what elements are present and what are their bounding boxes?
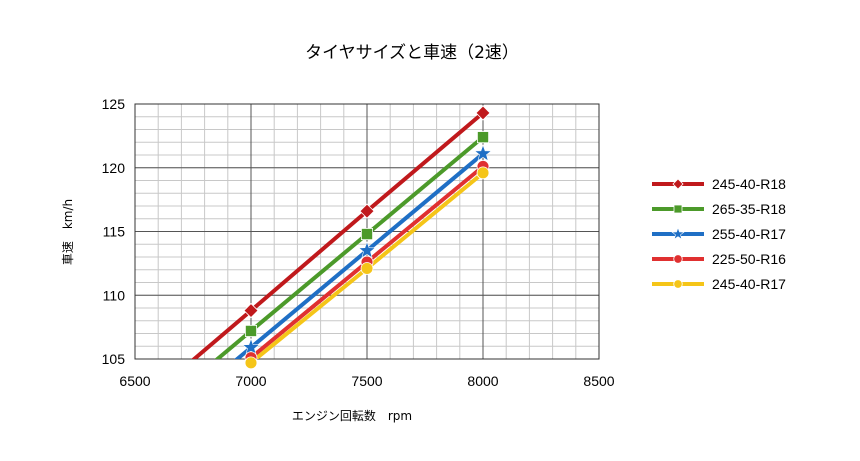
y-tick-label: 110 xyxy=(103,287,126,303)
data-point xyxy=(473,144,493,162)
chart-title: タイヤサイズと車速（2速） xyxy=(305,43,519,63)
data-point xyxy=(244,324,257,337)
y-tick-label: 115 xyxy=(103,224,126,240)
legend-marker xyxy=(671,226,685,240)
data-point xyxy=(359,203,375,219)
data-point xyxy=(475,105,491,121)
data-point xyxy=(244,356,258,370)
y-tick-label: 125 xyxy=(102,96,126,112)
legend-marker xyxy=(673,254,683,264)
x-tick-label: 8500 xyxy=(583,373,614,389)
legend-entry: 245-40-R18 xyxy=(652,176,786,192)
data-point xyxy=(357,241,377,259)
series-lines xyxy=(191,111,485,359)
legend-marker xyxy=(672,178,684,190)
legend: 245-40-R18 265-35-R18 255-40-R17 225-50-R16… xyxy=(652,176,786,292)
legend-label: 255-40-R17 xyxy=(712,226,786,242)
data-point xyxy=(476,131,489,144)
legend-marker xyxy=(673,279,683,289)
y-axis-label: 車速 km/h xyxy=(61,199,75,265)
series-line-2 xyxy=(234,152,485,359)
x-tick-label: 8000 xyxy=(467,373,498,389)
legend-marker xyxy=(673,204,683,214)
legend-entry: 225-50-R16 xyxy=(652,251,786,267)
legend-label: 225-50-R16 xyxy=(712,251,786,267)
series-line-4 xyxy=(252,171,485,359)
legend-label: 245-40-R18 xyxy=(712,176,786,192)
axes: 6500 7000 7500 8000 8500 105 110 115 120 125 xyxy=(102,96,615,389)
data-point xyxy=(360,262,374,275)
data-point xyxy=(241,337,261,356)
data-point xyxy=(360,228,373,241)
legend-entry: 265-35-R18 xyxy=(652,201,786,217)
data-point xyxy=(243,302,259,319)
x-tick-label: 7500 xyxy=(351,373,382,389)
series-line-0 xyxy=(191,111,485,359)
plot-border xyxy=(134,103,600,360)
series-line-1 xyxy=(214,135,485,359)
y-tick-label: 120 xyxy=(102,160,126,176)
legend-entry: 245-40-R17 xyxy=(652,276,786,292)
legend-label: 245-40-R17 xyxy=(712,276,786,292)
x-tick-label: 7000 xyxy=(235,373,266,389)
legend-label: 265-35-R18 xyxy=(712,201,786,217)
series-markers xyxy=(241,105,493,370)
x-axis-label: エンジン回転数 rpm xyxy=(292,408,412,423)
legend-entry: 255-40-R17 xyxy=(652,226,786,242)
y-tick-label: 105 xyxy=(102,351,126,367)
x-tick-label: 6500 xyxy=(119,373,150,389)
data-point xyxy=(476,166,490,180)
series-line-3 xyxy=(246,164,485,359)
